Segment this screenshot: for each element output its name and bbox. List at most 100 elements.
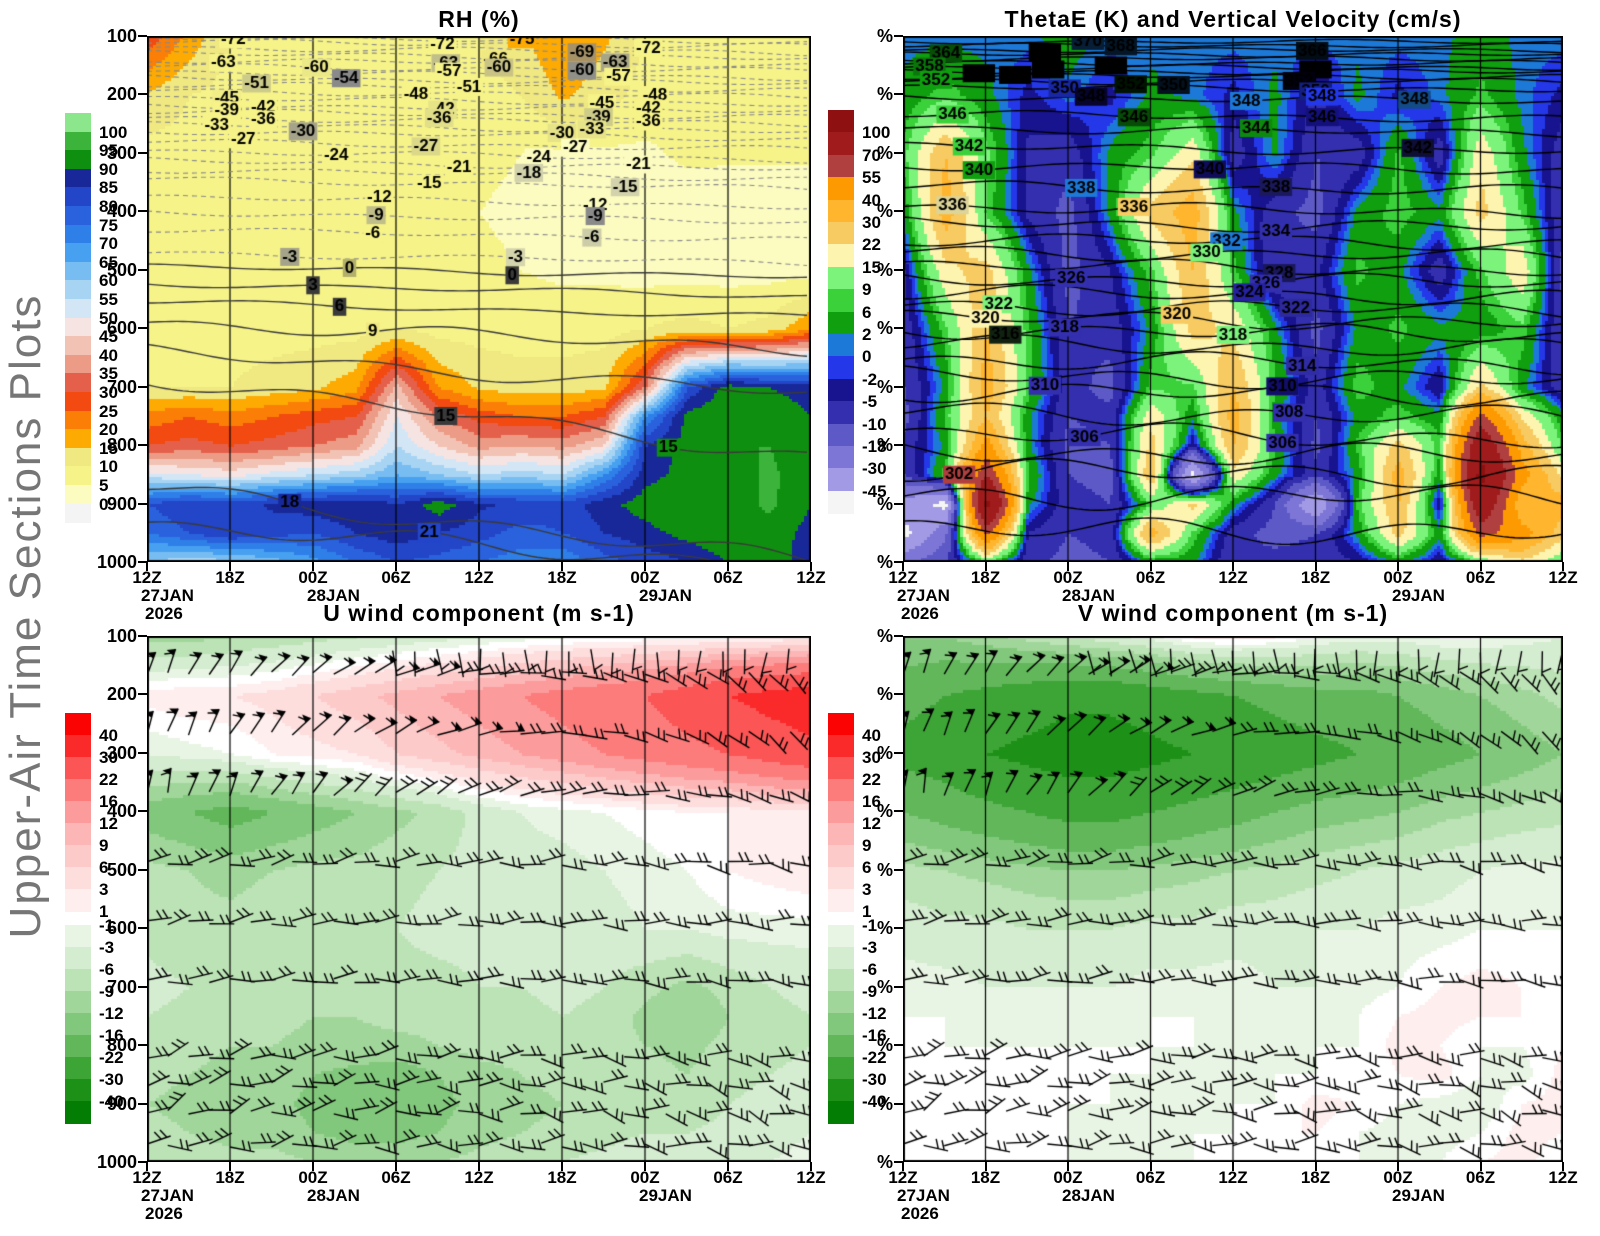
y-axis-label: 600: [106, 318, 137, 339]
colorbar-label: 9: [862, 280, 872, 300]
y-tick-mark: [138, 693, 147, 696]
colorbar-swatch: [828, 378, 854, 402]
x-year-label: 2026: [901, 604, 939, 623]
colorbar-swatch: [828, 889, 854, 912]
colorbar-swatch: [65, 429, 91, 449]
x-tick-label: 06Z: [1135, 1168, 1166, 1187]
x-tick-mark: [644, 562, 646, 571]
colorbar-swatch: [828, 735, 854, 758]
y-axis-label: 900: [106, 1093, 137, 1114]
x-tick-mark: [902, 1162, 904, 1171]
x-tick-mark: [1397, 1162, 1399, 1171]
colorbar-label: -30: [862, 1070, 887, 1089]
y-tick-mark: [894, 385, 903, 388]
y-tick-mark: [138, 93, 147, 96]
colorbar-swatch: [828, 446, 854, 469]
y-tick-mark: [138, 444, 147, 447]
y-tick-mark: [894, 151, 903, 154]
colorbar-swatch: [828, 1013, 854, 1036]
colorbar-swatch: [828, 266, 854, 290]
colorbar-label: -40: [862, 1092, 887, 1111]
colorbar-swatch: [65, 779, 91, 802]
x-tick-mark: [1314, 1162, 1317, 1171]
colorbar-label: 40: [99, 726, 118, 745]
colorbar-label: 70: [99, 234, 118, 254]
x-tick-mark: [312, 562, 314, 571]
colorbar-swatch: [65, 299, 91, 319]
y-axis-label: 800: [106, 435, 137, 456]
x-tick-label: 00Z: [1053, 1168, 1083, 1187]
x-tick-mark: [1232, 1162, 1234, 1171]
x-date-label: 28JAN: [1062, 1186, 1115, 1205]
y-tick-mark: [894, 693, 903, 696]
x-tick-label: 12Z: [464, 1168, 494, 1187]
v-wind-plot-canvas: [903, 636, 1563, 1162]
colorbar-swatch: [828, 334, 854, 357]
colorbar-label: 70: [862, 145, 881, 165]
y-axis-label: 400: [106, 201, 137, 222]
colorbar-swatch: [65, 261, 91, 281]
x-tick-label: 00Z: [298, 568, 328, 587]
y-tick-mark: [138, 561, 147, 563]
x-tick-label: 18Z: [215, 568, 245, 587]
colorbar-label: 10: [99, 457, 118, 477]
y-axis-label: %: [876, 493, 893, 514]
colorbar-swatch: [65, 224, 91, 244]
x-tick-label: 12Z: [132, 1168, 162, 1187]
colorbar-swatch: [828, 1035, 854, 1058]
x-tick-mark: [810, 1162, 812, 1171]
colorbar-swatch: [828, 311, 854, 335]
colorbar-swatch: [65, 969, 91, 992]
colorbar-label: 95: [99, 141, 118, 161]
x-tick-label: 00Z: [1053, 568, 1083, 587]
colorbar-swatch: [828, 423, 854, 447]
y-axis-label: %: [876, 918, 893, 939]
colorbar-label: -9: [99, 982, 115, 1001]
colorbar-swatch: [65, 243, 91, 263]
colorbar-swatch: [65, 925, 91, 948]
colorbar-label: 2: [862, 325, 872, 344]
x-tick-label: 06Z: [381, 1168, 411, 1187]
y-tick-mark: [894, 210, 903, 213]
x-date-label: 29JAN: [639, 586, 692, 605]
colorbar-label: 55: [99, 290, 118, 309]
colorbar-label: 22: [862, 770, 881, 789]
y-axis-label: %: [876, 376, 893, 397]
colorbar-swatch: [65, 206, 91, 226]
y-axis-label: 500: [106, 259, 137, 280]
colorbar-label: 20: [99, 420, 118, 440]
colorbar-swatch: [828, 1101, 854, 1124]
colorbar-label: 75: [99, 215, 118, 235]
colorbar-label: 22: [99, 770, 118, 789]
x-tick-label: 06Z: [1465, 1168, 1496, 1187]
colorbar-swatch: [828, 110, 854, 133]
x-tick-mark: [810, 562, 812, 571]
colorbar-label: -3: [99, 938, 115, 957]
colorbar-label: -9: [862, 982, 878, 1001]
x-tick-mark: [229, 1162, 231, 1171]
x-tick-label: 06Z: [1465, 568, 1496, 587]
y-axis-label: %: [876, 1035, 893, 1056]
colorbar-swatch: [65, 757, 91, 780]
y-tick-mark: [894, 327, 903, 330]
x-tick-mark: [984, 562, 987, 571]
colorbar-swatch: [65, 503, 91, 523]
y-axis-label: 400: [106, 801, 137, 822]
colorbar-swatch: [65, 150, 91, 170]
colorbar-label: 60: [99, 271, 118, 291]
colorbar-label: 30: [99, 748, 118, 767]
y-axis-label: %: [876, 435, 893, 456]
colorbar-swatch: [828, 867, 854, 890]
colorbar-swatch: [828, 199, 854, 223]
x-date-label: 29JAN: [1392, 1186, 1445, 1205]
colorbar-swatch: [65, 823, 91, 846]
y-axis-label: %: [876, 742, 893, 763]
colorbar-label: 6: [99, 858, 109, 877]
colorbar-label: 40: [99, 345, 118, 365]
y-tick-mark: [138, 927, 147, 930]
x-tick-label: 18Z: [970, 1168, 1001, 1187]
y-axis-label: %: [876, 626, 893, 646]
colorbar-swatch: [828, 713, 854, 736]
colorbar-swatch: [65, 131, 91, 151]
